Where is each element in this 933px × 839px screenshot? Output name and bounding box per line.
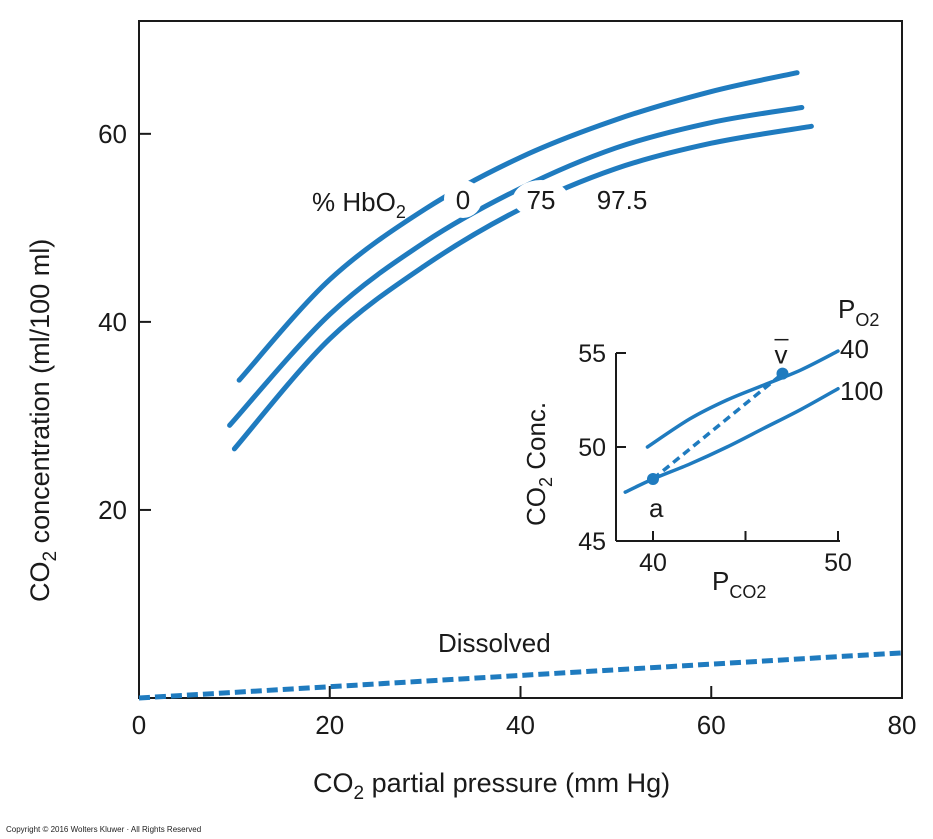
inset-x-tick-label: 40 [639, 549, 667, 577]
venous-label: v [775, 340, 788, 370]
main-x-tick-label: 80 [888, 710, 917, 740]
main-y-axis-ticks: 20 40 60 [98, 119, 151, 525]
main-plot: 0 20 40 60 80 20 40 60 0 75 97.5 % HbO2 Dissolve… [25, 20, 917, 804]
main-series-labels: 0 75 97.5 [444, 180, 668, 218]
series-label-1: 75 [527, 185, 556, 215]
main-y-axis-title: CO2 concentration (ml/100 ml) [25, 239, 61, 602]
inset-x-axis-ticks: 40 50 [639, 531, 852, 577]
main-y-tick-label: 20 [98, 495, 127, 525]
inset-y-tick-label: 45 [578, 528, 606, 556]
main-x-tick-label: 40 [506, 710, 535, 740]
main-x-tick-label: 20 [315, 710, 344, 740]
inset-points: av [647, 338, 789, 523]
hbo2-curve-2 [231, 123, 814, 452]
inset-y-tick-label: 50 [578, 434, 606, 462]
hbo2-curve-1 [227, 105, 805, 428]
main-series-group [138, 70, 903, 701]
main-x-tick-label: 0 [132, 710, 146, 740]
hbo2-legend-title: % HbO2 [312, 187, 406, 222]
inset-x-axis-title: PCO2 [712, 566, 766, 602]
inset-y-axis-ticks: 45 50 55 [578, 340, 626, 556]
po2-legend-title: PO2 [838, 294, 879, 330]
main-x-tick-label: 60 [697, 710, 726, 740]
arterial-label: a [649, 493, 664, 523]
arterial-point [647, 472, 659, 485]
po2-curve-40 [645, 349, 840, 449]
series-label-halo [576, 180, 668, 218]
inset-y-tick-label: 55 [578, 340, 606, 368]
hbo2-curve-0 [236, 70, 800, 383]
dissolved-label: Dissolved [438, 628, 551, 658]
series-label-halo [513, 180, 569, 218]
main-y-tick-label: 60 [98, 119, 127, 149]
series-label-halo [444, 180, 482, 218]
series-label-0: 0 [456, 185, 470, 215]
venous-point [776, 367, 789, 380]
po2-label-40: 40 [840, 334, 869, 364]
inset-y-axis-title: CO2 Conc. [521, 402, 556, 526]
inset-x-tick-label: 50 [824, 549, 852, 577]
main-y-tick-label: 40 [98, 307, 127, 337]
main-x-axis-ticks: 0 20 40 60 80 [132, 686, 917, 740]
av-dashed-line [651, 372, 784, 481]
series-label-2: 97.5 [597, 185, 648, 215]
po2-label-100: 100 [840, 376, 883, 406]
main-x-axis-title: CO2 partial pressure (mm Hg) [313, 768, 670, 804]
copyright-notice: Copyright © 2016 Wolters Kluwer · All Ri… [6, 825, 202, 834]
